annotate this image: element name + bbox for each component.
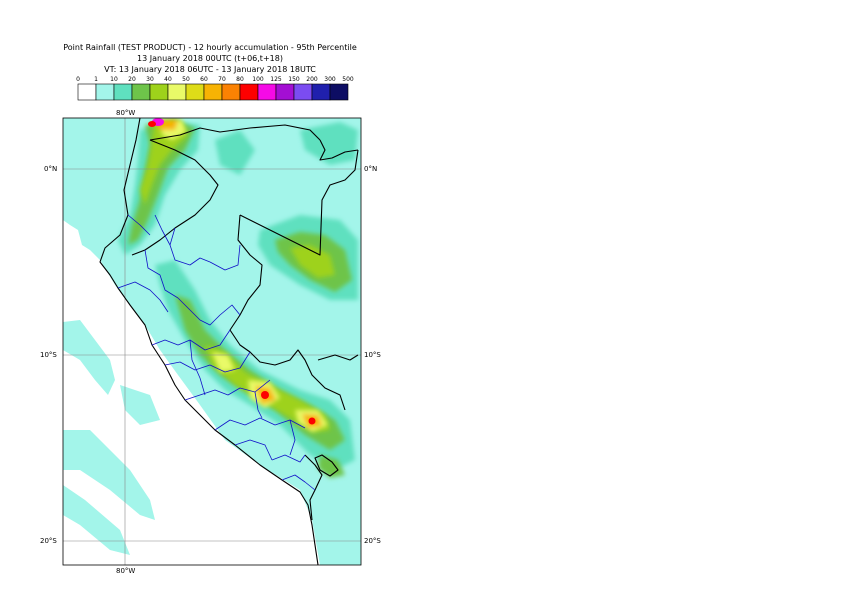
region-border: [177, 297, 241, 326]
lat-label-0-right: 0°N: [364, 165, 378, 173]
border-peru-brazil: [239, 149, 359, 256]
title-line-3: VT: 13 January 2018 06UTC - 13 January 2…: [104, 65, 316, 74]
lat-label-10s-left: 10°S: [40, 351, 57, 359]
legend-label: 70: [218, 76, 226, 83]
rain-hotspot-red: [261, 391, 269, 399]
legend-label: 30: [146, 76, 154, 83]
region-border: [254, 391, 263, 419]
region-border: [271, 454, 306, 463]
region-border: [144, 249, 179, 299]
lat-label-20s-left: 20°S: [40, 537, 57, 545]
lat-label-10s-right: 10°S: [364, 351, 381, 359]
rain-hotspot-red: [148, 121, 156, 127]
region-border: [234, 439, 273, 461]
legend-label: 60: [200, 76, 208, 83]
legend-label: 1: [94, 76, 98, 83]
region-border: [117, 281, 169, 313]
legend-label: 0: [76, 76, 80, 83]
legend-label: 200: [306, 76, 318, 83]
legend-label: 100: [252, 76, 264, 83]
legend-label: 150: [288, 76, 300, 83]
lake-titicaca: [314, 454, 339, 477]
rain-region-medium: [300, 122, 358, 165]
rain-region-yellow-green: [290, 245, 335, 278]
region-border: [154, 214, 171, 246]
legend-label: 80: [236, 76, 244, 83]
region-border: [289, 419, 296, 456]
border-bolivia: [304, 454, 323, 521]
region-border: [281, 474, 316, 491]
rain-offshore-streak: [63, 485, 130, 555]
rain-offshore-streak: [120, 385, 160, 425]
lat-label-0-left: 0°N: [44, 165, 58, 173]
region-border: [189, 339, 206, 396]
legend-label: 300: [324, 76, 336, 83]
lon-label-bottom: 80°W: [116, 567, 136, 575]
coastline: [99, 118, 319, 565]
border-brazil-bolivia: [317, 354, 359, 361]
rainfall-legend: 0 1 10 20 30 40 50 60 70 80 100 125 150 200 300 500: [76, 76, 354, 101]
region-border: [169, 227, 211, 266]
border-venezuela: [319, 139, 359, 161]
title-line-2: 13 January 2018 00UTC (t+06,t+18): [137, 54, 283, 63]
legend-swatch: [329, 83, 349, 101]
legend-label: 125: [270, 76, 282, 83]
rain-region-medium: [215, 130, 255, 175]
border-ecuador-peru: [131, 139, 219, 256]
legend-label: 40: [164, 76, 172, 83]
title-line-1: Point Rainfall (TEST PRODUCT) - 12 hourl…: [63, 43, 357, 52]
region-border: [164, 351, 251, 373]
legend-label: 500: [342, 76, 354, 83]
rain-hotspot-red: [308, 417, 316, 425]
lon-label-top: 80°W: [116, 109, 136, 117]
legend-label: 10: [110, 76, 118, 83]
legend-label: 50: [182, 76, 190, 83]
legend-label: 20: [128, 76, 136, 83]
region-border: [127, 214, 151, 236]
map-frame: [62, 117, 362, 566]
lat-label-20s-right: 20°S: [364, 537, 381, 545]
rain-offshore-streak: [63, 320, 115, 395]
border-colombia: [149, 124, 321, 141]
rain-offshore-streak: [63, 430, 155, 520]
region-border: [209, 244, 241, 271]
rain-hotspot-yellow: [212, 352, 235, 372]
